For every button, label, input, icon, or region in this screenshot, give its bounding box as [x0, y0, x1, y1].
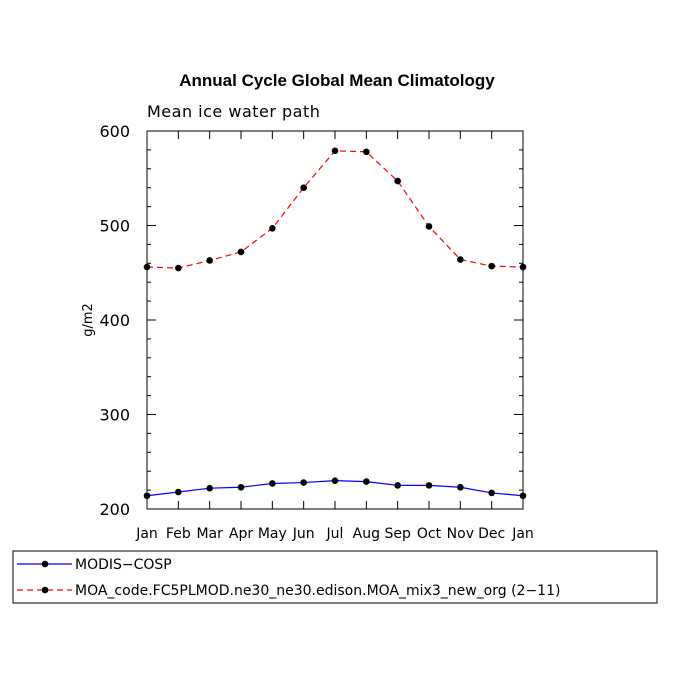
data-point [519, 263, 527, 271]
y-tick-label: 300 [99, 406, 130, 425]
data-point [237, 248, 245, 256]
data-point [394, 177, 401, 185]
data-point [519, 492, 527, 500]
y-tick-label: 400 [99, 311, 130, 330]
x-tick-label: Jan [511, 526, 534, 542]
data-point [363, 478, 370, 485]
data-point [488, 262, 495, 270]
y-tick-label: 600 [99, 122, 130, 141]
y-tick-label: 200 [99, 500, 130, 519]
chart-subtitle: Mean ice water path [147, 102, 320, 121]
data-point [237, 483, 245, 491]
series-line-1 [146, 150, 524, 269]
axis-ticks: Jan Feb Mar Apr May Jun Jul Aug Sep Oct Nov Dec Jan 2… [99, 122, 533, 542]
data-point [269, 225, 276, 232]
x-tick-label: Jul [326, 526, 344, 542]
legend-marker [41, 560, 49, 568]
x-tick-label: Apr [229, 526, 253, 542]
legend-box [12, 550, 658, 604]
data-point [425, 482, 433, 489]
x-tick-label: Jan [135, 526, 158, 542]
x-tick-label: Dec [478, 526, 505, 542]
x-tick-label: Nov [447, 526, 474, 542]
x-tick-label: Oct [417, 526, 442, 542]
x-tick-label: Mar [196, 526, 223, 542]
legend-marker [41, 586, 49, 594]
data-point [331, 147, 339, 155]
chart-title: Annual Cycle Global Mean Climatology [179, 71, 495, 90]
x-tick-label: Aug [353, 526, 380, 542]
x-tick-label: May [258, 526, 287, 542]
series-layer [143, 147, 527, 500]
legend: MODIS−COSP MOA_code.FC5PLMOD.ne30_ne30.ed… [12, 550, 658, 604]
x-tick-label: Jun [292, 526, 315, 542]
y-tick-label: 500 [99, 217, 130, 236]
data-point [143, 492, 151, 500]
data-point [175, 264, 182, 272]
data-point [206, 257, 213, 264]
data-point [363, 148, 370, 156]
data-point [143, 263, 151, 271]
data-point [394, 482, 401, 489]
data-point [269, 480, 276, 487]
data-point [175, 488, 182, 496]
data-point [488, 489, 495, 497]
legend-label: MODIS−COSP [75, 557, 172, 573]
data-point [300, 479, 307, 486]
data-point [457, 256, 464, 263]
data-point [457, 483, 464, 491]
data-point [425, 223, 433, 230]
data-point [331, 477, 339, 484]
y-axis-label: g/m2 [81, 303, 96, 337]
plot-frame [146, 130, 524, 510]
data-point [206, 484, 213, 492]
data-point [300, 184, 307, 191]
x-tick-label: Feb [166, 526, 191, 542]
legend-label: MOA_code.FC5PLMOD.ne30_ne30.edison.MOA_m… [75, 583, 560, 599]
x-tick-label: Sep [384, 526, 411, 542]
